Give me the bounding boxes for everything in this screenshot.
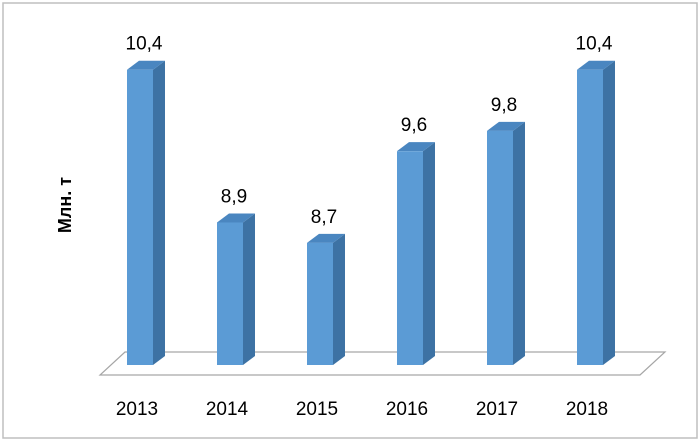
bar — [397, 151, 423, 365]
value-label: 9,8 — [491, 95, 517, 116]
bar-top — [577, 60, 615, 70]
bar-top — [487, 121, 525, 131]
value-label: 8,7 — [311, 207, 337, 228]
bar-top — [127, 60, 165, 70]
bar-side — [243, 213, 255, 365]
bar — [217, 222, 243, 365]
x-tick-label: 2015 — [296, 399, 338, 420]
bar-side — [423, 142, 435, 365]
bar-side — [603, 60, 615, 366]
bar-side — [513, 121, 525, 366]
value-label: 8,9 — [221, 186, 247, 207]
x-tick-label: 2017 — [476, 399, 518, 420]
value-label: 9,6 — [401, 115, 427, 136]
bar — [577, 69, 603, 366]
x-tick-label: 2013 — [116, 399, 158, 420]
bar — [307, 242, 333, 365]
value-label: 10,4 — [576, 34, 613, 55]
bar-side — [153, 60, 165, 366]
bar-top — [307, 233, 345, 243]
y-axis-label: Млн. т — [55, 177, 75, 233]
x-tick-label: 2014 — [206, 399, 249, 420]
x-tick-label: 2018 — [566, 399, 608, 420]
x-tick-label: 2016 — [386, 399, 428, 420]
bar-side — [333, 233, 345, 365]
value-label: 10,4 — [126, 34, 163, 55]
bar — [127, 69, 153, 366]
bar-top — [397, 142, 435, 152]
bar-top — [217, 213, 255, 223]
bar — [487, 130, 513, 365]
